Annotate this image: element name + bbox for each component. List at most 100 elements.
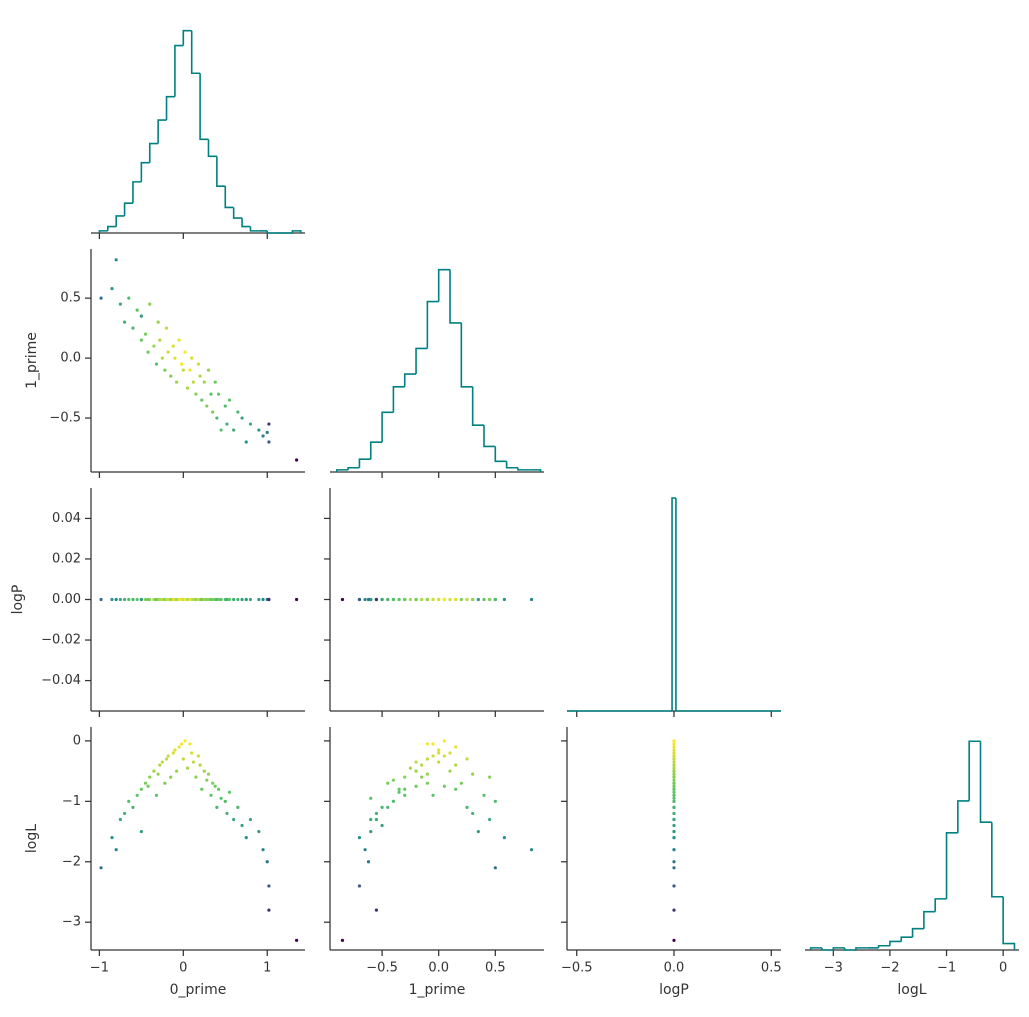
scatter-point bbox=[223, 404, 227, 408]
scatter-point bbox=[265, 860, 269, 864]
y-tick-label: 0.0 bbox=[60, 351, 81, 366]
scatter-point bbox=[437, 751, 441, 755]
scatter-point bbox=[471, 772, 475, 776]
scatter-point bbox=[244, 597, 248, 602]
scatter-point bbox=[173, 356, 177, 360]
scatter-point bbox=[175, 769, 179, 773]
hist-step bbox=[832, 947, 845, 950]
scatter-point bbox=[110, 835, 114, 840]
hist-step bbox=[426, 300, 439, 349]
scatter-point bbox=[163, 781, 167, 785]
scatter-point bbox=[227, 597, 232, 602]
scatter-point bbox=[191, 760, 195, 764]
scatter-point bbox=[185, 386, 190, 390]
scatter-point bbox=[196, 754, 201, 758]
scatter-point bbox=[672, 784, 676, 788]
scatter-point bbox=[672, 805, 676, 809]
scatter-point bbox=[672, 766, 676, 770]
scatter-point bbox=[380, 805, 384, 809]
scatter-point bbox=[177, 597, 181, 602]
hist-step bbox=[266, 230, 276, 234]
scatter-point bbox=[403, 597, 407, 602]
scatter-point bbox=[148, 302, 152, 306]
scatter-point bbox=[437, 748, 441, 752]
scatter-point bbox=[431, 754, 435, 758]
scatter-point bbox=[672, 938, 676, 942]
hist-step bbox=[190, 30, 201, 75]
scatter-point bbox=[493, 799, 497, 803]
scatter-point bbox=[380, 823, 384, 828]
scatter-point bbox=[672, 811, 676, 816]
scatter-point bbox=[672, 793, 676, 797]
scatter-point bbox=[169, 597, 173, 602]
scatter-point bbox=[454, 745, 458, 749]
scatter-point bbox=[257, 829, 261, 834]
scatter-point bbox=[414, 769, 418, 773]
scatter-point bbox=[194, 392, 198, 396]
scatter-point bbox=[236, 805, 240, 809]
scatter-point bbox=[110, 286, 114, 291]
scatter-point bbox=[216, 392, 221, 396]
scatter-point bbox=[672, 796, 676, 800]
scatter-point bbox=[148, 775, 152, 779]
scatter-point bbox=[139, 314, 143, 318]
scatter-point bbox=[672, 769, 676, 773]
scatter-point bbox=[152, 597, 156, 602]
scatter-point bbox=[672, 884, 676, 888]
scatter-point bbox=[148, 597, 152, 602]
scatter-point bbox=[267, 908, 271, 912]
scatter-point bbox=[267, 440, 271, 444]
scatter-point bbox=[261, 597, 265, 602]
x-tick-label: 0.5 bbox=[761, 961, 782, 976]
scatter-point bbox=[420, 775, 424, 779]
scatter-point bbox=[374, 597, 379, 602]
scatter-point bbox=[163, 368, 167, 372]
scatter-point bbox=[476, 829, 480, 834]
scatter-point bbox=[529, 597, 534, 602]
scatter-point bbox=[154, 793, 159, 797]
scatter-point bbox=[340, 597, 345, 602]
x-tick-label: −3 bbox=[824, 961, 843, 976]
scatter-point bbox=[164, 326, 169, 330]
hist-step bbox=[174, 44, 184, 97]
scatter-point bbox=[672, 781, 676, 785]
scatter-point bbox=[244, 440, 248, 444]
scatter-point bbox=[143, 332, 148, 336]
scatter-point bbox=[225, 811, 229, 816]
scatter-point bbox=[139, 338, 143, 342]
scatter-point bbox=[206, 368, 211, 372]
scatter-point bbox=[482, 597, 486, 602]
hist-step bbox=[449, 269, 462, 324]
hist-step bbox=[505, 461, 518, 469]
scatter-point bbox=[672, 823, 676, 828]
scatter-point bbox=[110, 597, 114, 602]
scatter-point bbox=[146, 350, 150, 354]
scatter-point bbox=[672, 763, 676, 767]
scatter-point bbox=[227, 398, 232, 402]
scatter-point bbox=[267, 884, 271, 888]
scatter-point bbox=[408, 597, 412, 602]
scatter-point bbox=[425, 742, 429, 746]
scatter-point bbox=[198, 763, 202, 767]
scatter-point bbox=[200, 597, 204, 602]
scatter-point bbox=[171, 344, 175, 348]
scatter-point bbox=[158, 597, 162, 602]
scatter-point bbox=[175, 597, 179, 602]
scatter-point bbox=[369, 829, 373, 834]
scatter-point bbox=[209, 793, 213, 797]
hist-step bbox=[821, 947, 834, 951]
scatter-point bbox=[215, 416, 219, 420]
scatter-point bbox=[448, 751, 452, 755]
scatter-point bbox=[454, 597, 458, 602]
hist-step bbox=[182, 29, 192, 46]
scatter-point bbox=[672, 775, 676, 779]
hist-step bbox=[911, 927, 924, 938]
scatter-point bbox=[425, 597, 429, 602]
x-axis-label: 0_prime bbox=[170, 982, 227, 998]
scatter-point bbox=[369, 597, 373, 602]
scatter-point bbox=[143, 781, 148, 785]
scatter-point bbox=[437, 760, 441, 764]
scatter-point bbox=[146, 784, 150, 788]
scatter-point bbox=[488, 775, 492, 779]
